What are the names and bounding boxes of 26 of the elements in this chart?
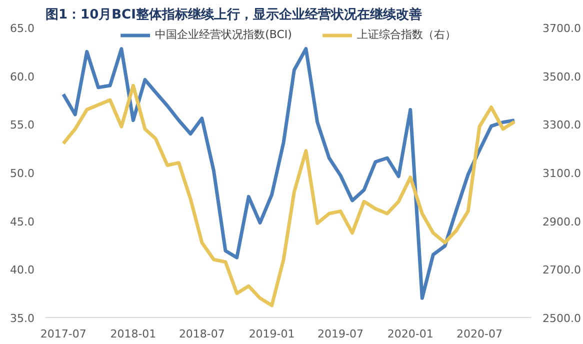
y-tick-label: 60.0 <box>10 70 35 84</box>
x-tick-label: 2018-01 <box>110 328 156 340</box>
y2-tick-label: 2500.0 <box>542 312 581 325</box>
y2-tick-label: 3300.0 <box>542 118 581 132</box>
y-tick-label: 40.0 <box>10 264 35 277</box>
legend-label: 上证综合指数（右） <box>356 27 456 42</box>
x-tick-label: 2019-07 <box>318 328 364 340</box>
line-series <box>62 47 516 300</box>
y2-tick-label: 3100.0 <box>542 167 581 180</box>
x-tick-label: 2019-01 <box>248 328 295 340</box>
y2-tick-label: 3700.0 <box>542 22 581 35</box>
y-tick-label: 35.0 <box>10 312 35 325</box>
x-tick-label: 2020-07 <box>456 328 502 340</box>
line-series <box>62 84 516 308</box>
y2-tick-label: 3500.0 <box>542 70 581 84</box>
y-tick-label: 45.0 <box>10 215 35 228</box>
y2-tick-label: 2900.0 <box>542 215 581 228</box>
y-tick-label: 65.0 <box>10 22 35 35</box>
y-tick-label: 50.0 <box>10 167 35 180</box>
x-tick-label: 2020-01 <box>387 328 434 340</box>
y2-tick-label: 2700.0 <box>542 264 581 277</box>
chart-title: 图1：10月BCI整体指标继续上行，显示企业经营状况在继续改善 <box>46 6 422 22</box>
x-tick-label: 2017-07 <box>40 328 86 340</box>
x-tick-label: 2018-07 <box>178 328 225 340</box>
legend-label: 中国企业经营状况指数(BCI) <box>155 27 292 42</box>
y-tick-label: 55.0 <box>10 118 35 132</box>
